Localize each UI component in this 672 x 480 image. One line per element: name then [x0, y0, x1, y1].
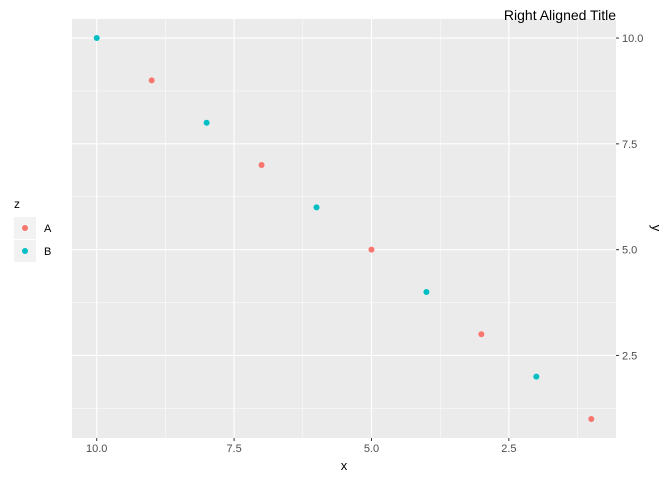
x-tick-label: 2.5	[501, 443, 516, 455]
legend-label-b: B	[44, 246, 51, 258]
data-point-a	[478, 331, 485, 338]
data-point-b	[533, 373, 540, 380]
x-axis-label: x	[341, 458, 348, 473]
data-point-b	[203, 119, 210, 126]
y-tick-label: 7.5	[622, 139, 637, 151]
y-axis-ticks: 10.0 7.5 5.0 2.5	[616, 33, 643, 362]
legend-marker-a	[22, 225, 28, 231]
data-point-a	[588, 415, 595, 422]
x-tick-label: 5.0	[364, 443, 379, 455]
y-tick-label: 2.5	[622, 350, 637, 362]
data-point-b	[93, 35, 100, 42]
data-point-a	[258, 162, 265, 169]
legend-title: z	[14, 197, 20, 211]
x-axis-ticks: 10.0 7.5 5.0 2.5	[86, 438, 516, 455]
x-tick-label: 7.5	[226, 443, 241, 455]
data-point-b	[313, 204, 320, 211]
legend: z A B	[14, 197, 52, 262]
data-points	[93, 35, 595, 422]
minor-gridlines	[72, 19, 616, 438]
chart-title: Right Aligned Title	[504, 7, 616, 23]
data-point-a	[368, 246, 375, 253]
major-gridlines	[72, 19, 616, 438]
y-tick-label: 10.0	[622, 33, 643, 45]
plot-panel	[72, 19, 616, 438]
y-axis-label: y	[649, 225, 664, 232]
legend-marker-b	[22, 248, 28, 254]
x-tick-label: 10.0	[86, 443, 107, 455]
y-tick-label: 5.0	[622, 245, 637, 257]
data-point-a	[148, 77, 155, 84]
legend-label-a: A	[44, 223, 52, 235]
data-point-b	[423, 288, 430, 295]
